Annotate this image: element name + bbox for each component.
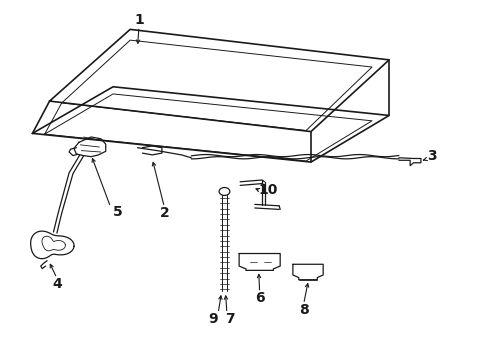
- Text: 3: 3: [427, 149, 437, 163]
- Text: 8: 8: [299, 303, 309, 317]
- Text: 4: 4: [52, 277, 62, 291]
- Text: 6: 6: [255, 291, 265, 305]
- Text: 9: 9: [208, 312, 218, 326]
- Text: 10: 10: [258, 183, 278, 197]
- Text: 5: 5: [113, 205, 123, 219]
- Text: 2: 2: [160, 206, 169, 220]
- Text: 1: 1: [134, 13, 144, 27]
- Text: 7: 7: [225, 312, 235, 326]
